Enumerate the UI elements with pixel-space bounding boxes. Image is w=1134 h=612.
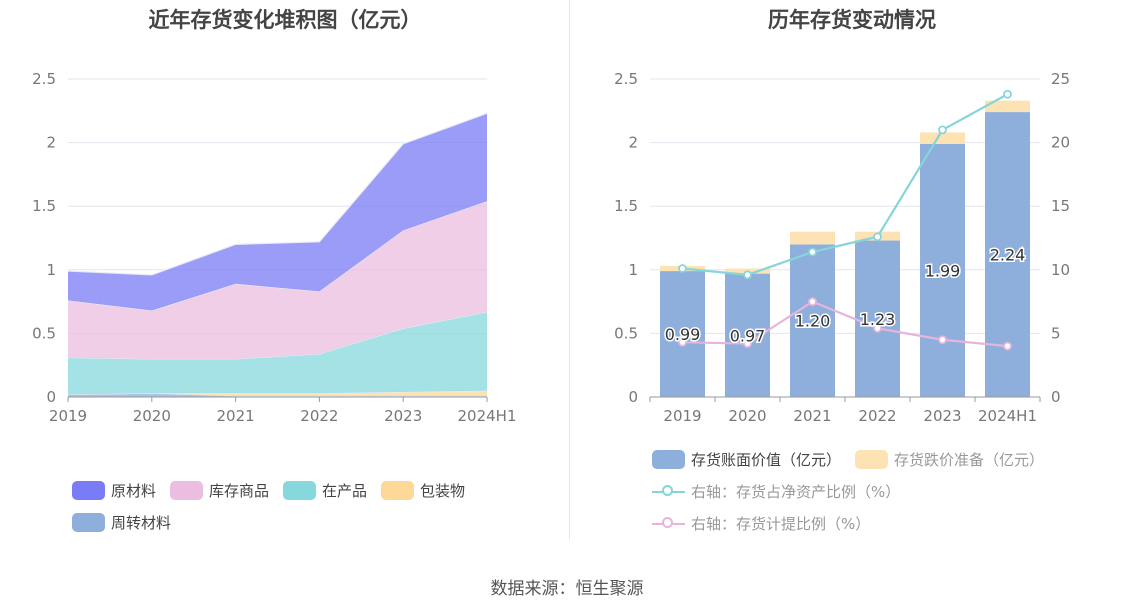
left-chart-title: 近年存货变化堆积图（亿元） xyxy=(148,8,422,32)
stacked-area-chart: 0 0.5 1 1.5 2 2.5 2019 2020 2021 2022 2023 2024H1 xyxy=(32,70,517,425)
legend-line-swatch xyxy=(652,482,685,501)
legend-item[interactable]: 周转材料 xyxy=(72,506,171,538)
line-point xyxy=(1003,89,1012,99)
x-tick-label: 2021 xyxy=(793,407,831,425)
bar-value-label: 0.97 xyxy=(730,326,766,345)
y-tick-label: 2 xyxy=(628,134,638,152)
bar-存货跌价准备（亿元） xyxy=(985,100,1030,113)
line-point xyxy=(808,247,817,257)
y-tick-label: 0.5 xyxy=(614,324,638,342)
legend-swatch xyxy=(652,449,685,469)
legend-label: 右轴：存货占净资产比例（%） xyxy=(691,482,901,501)
line-右轴：存货计提比例（%） xyxy=(682,300,1008,348)
bar-存货账面价值（亿元） xyxy=(660,271,705,397)
x-tick-label: 2020 xyxy=(133,407,171,425)
x-tick-label: 2019 xyxy=(663,407,701,425)
y-tick-label: 0 xyxy=(628,388,638,406)
legend-label: 包装物 xyxy=(420,481,466,500)
legend-label: 在产品 xyxy=(322,481,368,500)
bar-存货跌价准备（亿元） xyxy=(790,231,835,245)
line-point xyxy=(1003,341,1012,351)
y2-tick-label: 5 xyxy=(1051,324,1061,342)
y-tick-label: 0 xyxy=(46,388,56,406)
bar-value-label: 0.99 xyxy=(665,325,701,344)
legend-swatch xyxy=(381,480,415,500)
legend-label: 原材料 xyxy=(111,481,157,500)
legend-label: 右轴：存货计提比例（%） xyxy=(691,514,871,533)
bar-value-label: 1.20 xyxy=(795,312,831,331)
x-tick-label: 2022 xyxy=(858,407,896,425)
panel-divider xyxy=(569,0,570,540)
y-tick-label: 2.5 xyxy=(32,70,56,88)
y2-tick-label: 20 xyxy=(1051,134,1070,152)
legend-swatch xyxy=(72,512,105,532)
legend-label: 周转材料 xyxy=(111,513,172,532)
legend-item[interactable]: 右轴：存货计提比例（%） xyxy=(652,507,870,539)
line-point xyxy=(678,337,687,347)
legend-item[interactable]: 右轴：存货占净资产比例（%） xyxy=(652,475,900,507)
legend-swatch xyxy=(855,449,889,469)
x-tick-label: 2021 xyxy=(217,407,255,425)
right-legend: 存货账面价值（亿元） 存货跌价准备（亿元） 右轴：存货占净资产比例（%） 右轴：存货计… xyxy=(652,443,1122,539)
y-tick-label: 1 xyxy=(628,261,638,279)
x-tick-label: 2024H1 xyxy=(978,407,1037,425)
line-point xyxy=(873,232,882,242)
line-point xyxy=(938,335,947,345)
area-edge-原材料 xyxy=(67,112,488,276)
legend-item[interactable]: 在产品 xyxy=(283,474,367,506)
legend-item[interactable]: 原材料 xyxy=(72,474,156,506)
legend-item[interactable]: 包装物 xyxy=(381,474,465,506)
y-tick-label: 2.5 xyxy=(614,70,638,88)
legend-item[interactable]: 库存商品 xyxy=(170,474,269,506)
x-tick-label: 2019 xyxy=(49,407,87,425)
bar-存货账面价值（亿元） xyxy=(790,244,835,397)
y2-tick-label: 15 xyxy=(1051,197,1070,215)
legend-label: 存货跌价准备（亿元） xyxy=(894,450,1045,469)
area-在产品 xyxy=(68,311,487,395)
line-point xyxy=(743,339,752,348)
y-tick-label: 2 xyxy=(46,134,56,152)
legend-swatch xyxy=(283,480,317,500)
bar-value-label: 1.23 xyxy=(860,310,896,329)
line-point xyxy=(743,270,752,280)
area-库存商品 xyxy=(68,201,487,359)
inventory-bar-line-chart: 0 0.5 1 1.5 2 2.5 0 5 10 15 20 25 0.99 0.97 1.20 1.23 1.… xyxy=(614,70,1070,425)
x-tick-label: 2022 xyxy=(300,407,338,425)
y-tick-label: 1.5 xyxy=(614,197,638,215)
line-point xyxy=(678,264,687,273)
line-右轴：存货占净资产比例（%） xyxy=(682,93,1009,277)
legend-item[interactable]: 存货跌价准备（亿元） xyxy=(855,443,1044,475)
bar-存货账面价值（亿元） xyxy=(855,240,900,397)
legend-swatch xyxy=(170,480,204,500)
y2-tick-label: 10 xyxy=(1051,261,1070,279)
line-point xyxy=(938,125,947,135)
bar-value-label: 1.99 xyxy=(925,261,961,280)
right-chart-title: 历年存货变动情况 xyxy=(768,8,936,32)
left-legend: 原材料 库存商品 在产品 包装物周转材料 xyxy=(72,474,552,538)
legend-label: 库存商品 xyxy=(209,481,270,500)
line-point xyxy=(873,323,882,333)
area-原材料 xyxy=(68,113,487,311)
x-tick-label: 2020 xyxy=(728,407,766,425)
x-tick-label: 2023 xyxy=(923,407,961,425)
bar-存货跌价准备（亿元） xyxy=(920,132,965,144)
data-source-note: 数据来源：恒生聚源 xyxy=(490,579,644,599)
line-point xyxy=(808,297,817,307)
x-tick-label: 2024H1 xyxy=(458,407,517,425)
y-tick-label: 0.5 xyxy=(32,324,56,342)
legend-line-swatch xyxy=(652,514,685,533)
y-tick-label: 1 xyxy=(46,261,56,279)
legend-label: 存货账面价值（亿元） xyxy=(691,450,842,469)
bar-value-label: 2.24 xyxy=(990,246,1026,265)
legend-item[interactable]: 存货账面价值（亿元） xyxy=(652,443,841,475)
bar-存货账面价值（亿元） xyxy=(920,143,965,397)
y2-tick-label: 0 xyxy=(1051,388,1061,406)
legend-swatch xyxy=(72,480,105,500)
bar-存货账面价值（亿元） xyxy=(725,273,770,397)
y2-tick-label: 25 xyxy=(1051,70,1070,88)
y-tick-label: 1.5 xyxy=(32,197,56,215)
x-tick-label: 2023 xyxy=(384,407,422,425)
